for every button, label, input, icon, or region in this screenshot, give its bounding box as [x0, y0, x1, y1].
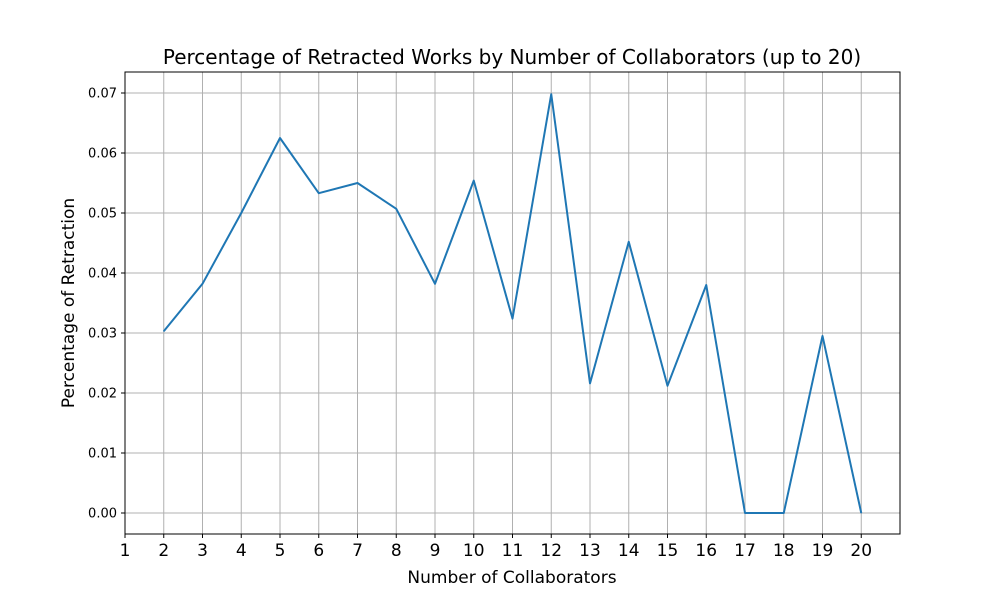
data-point [783, 512, 785, 514]
x-tick-label: 8 [391, 541, 402, 561]
y-tick-label: 0.04 [88, 267, 117, 282]
y-tick-label: 0.01 [88, 447, 117, 462]
x-tick-label: 19 [812, 541, 834, 561]
data-point [473, 180, 475, 182]
x-tick-label: 1 [120, 541, 131, 561]
x-tick-label: 7 [352, 541, 363, 561]
x-tick-label: 15 [657, 541, 679, 561]
data-point [512, 318, 513, 320]
x-tick-label: 6 [313, 541, 324, 561]
data-point [550, 93, 552, 95]
data-point [202, 283, 203, 285]
x-tick-label: 18 [773, 541, 795, 561]
data-point [240, 212, 242, 214]
x-tick-label: 10 [463, 541, 485, 561]
data-point [860, 512, 862, 514]
y-tick-label: 0.05 [88, 207, 117, 222]
data-point [318, 192, 320, 194]
data-point [744, 512, 746, 514]
data-point [434, 283, 436, 285]
y-axis-label: Percentage of Retraction [59, 198, 79, 408]
chart-title: Percentage of Retracted Works by Number … [163, 45, 861, 69]
data-point [279, 137, 281, 139]
y-axis: 0.00 0.01 0.02 0.03 0.04 0.05 0.06 0.07 [88, 87, 125, 522]
series-line-group [162, 93, 863, 514]
x-tick-label: 12 [540, 541, 562, 561]
data-point [163, 330, 165, 332]
x-tick-label: 2 [158, 541, 169, 561]
x-tick-label: 5 [275, 541, 286, 561]
data-point [667, 385, 668, 387]
x-tick-label: 11 [502, 541, 524, 561]
x-tick-label: 13 [579, 541, 601, 561]
x-tick-label: 3 [197, 541, 208, 561]
x-axis-label: Number of Collaborators [407, 568, 616, 588]
x-tick-label: 20 [850, 541, 872, 561]
data-point [589, 382, 591, 384]
grid [124, 72, 900, 534]
x-tick-label: 4 [236, 541, 247, 561]
x-tick-label: 9 [430, 541, 441, 561]
y-tick-label: 0.03 [88, 327, 117, 342]
x-axis: 1 2 3 4 5 6 7 8 9 10 11 12 13 14 15 16 17 18 19 20 [120, 534, 872, 561]
x-tick-label: 17 [734, 541, 756, 561]
x-tick-label: 14 [618, 541, 640, 561]
data-point [822, 335, 823, 337]
y-tick-label: 0.02 [88, 387, 117, 402]
x-tick-label: 16 [695, 541, 717, 561]
y-tick-label: 0.07 [88, 87, 117, 102]
data-point [395, 208, 397, 210]
data-point [705, 284, 707, 286]
y-tick-label: 0.06 [88, 147, 117, 162]
data-point [628, 241, 630, 243]
data-point [357, 182, 358, 184]
y-tick-label: 0.00 [88, 507, 117, 522]
